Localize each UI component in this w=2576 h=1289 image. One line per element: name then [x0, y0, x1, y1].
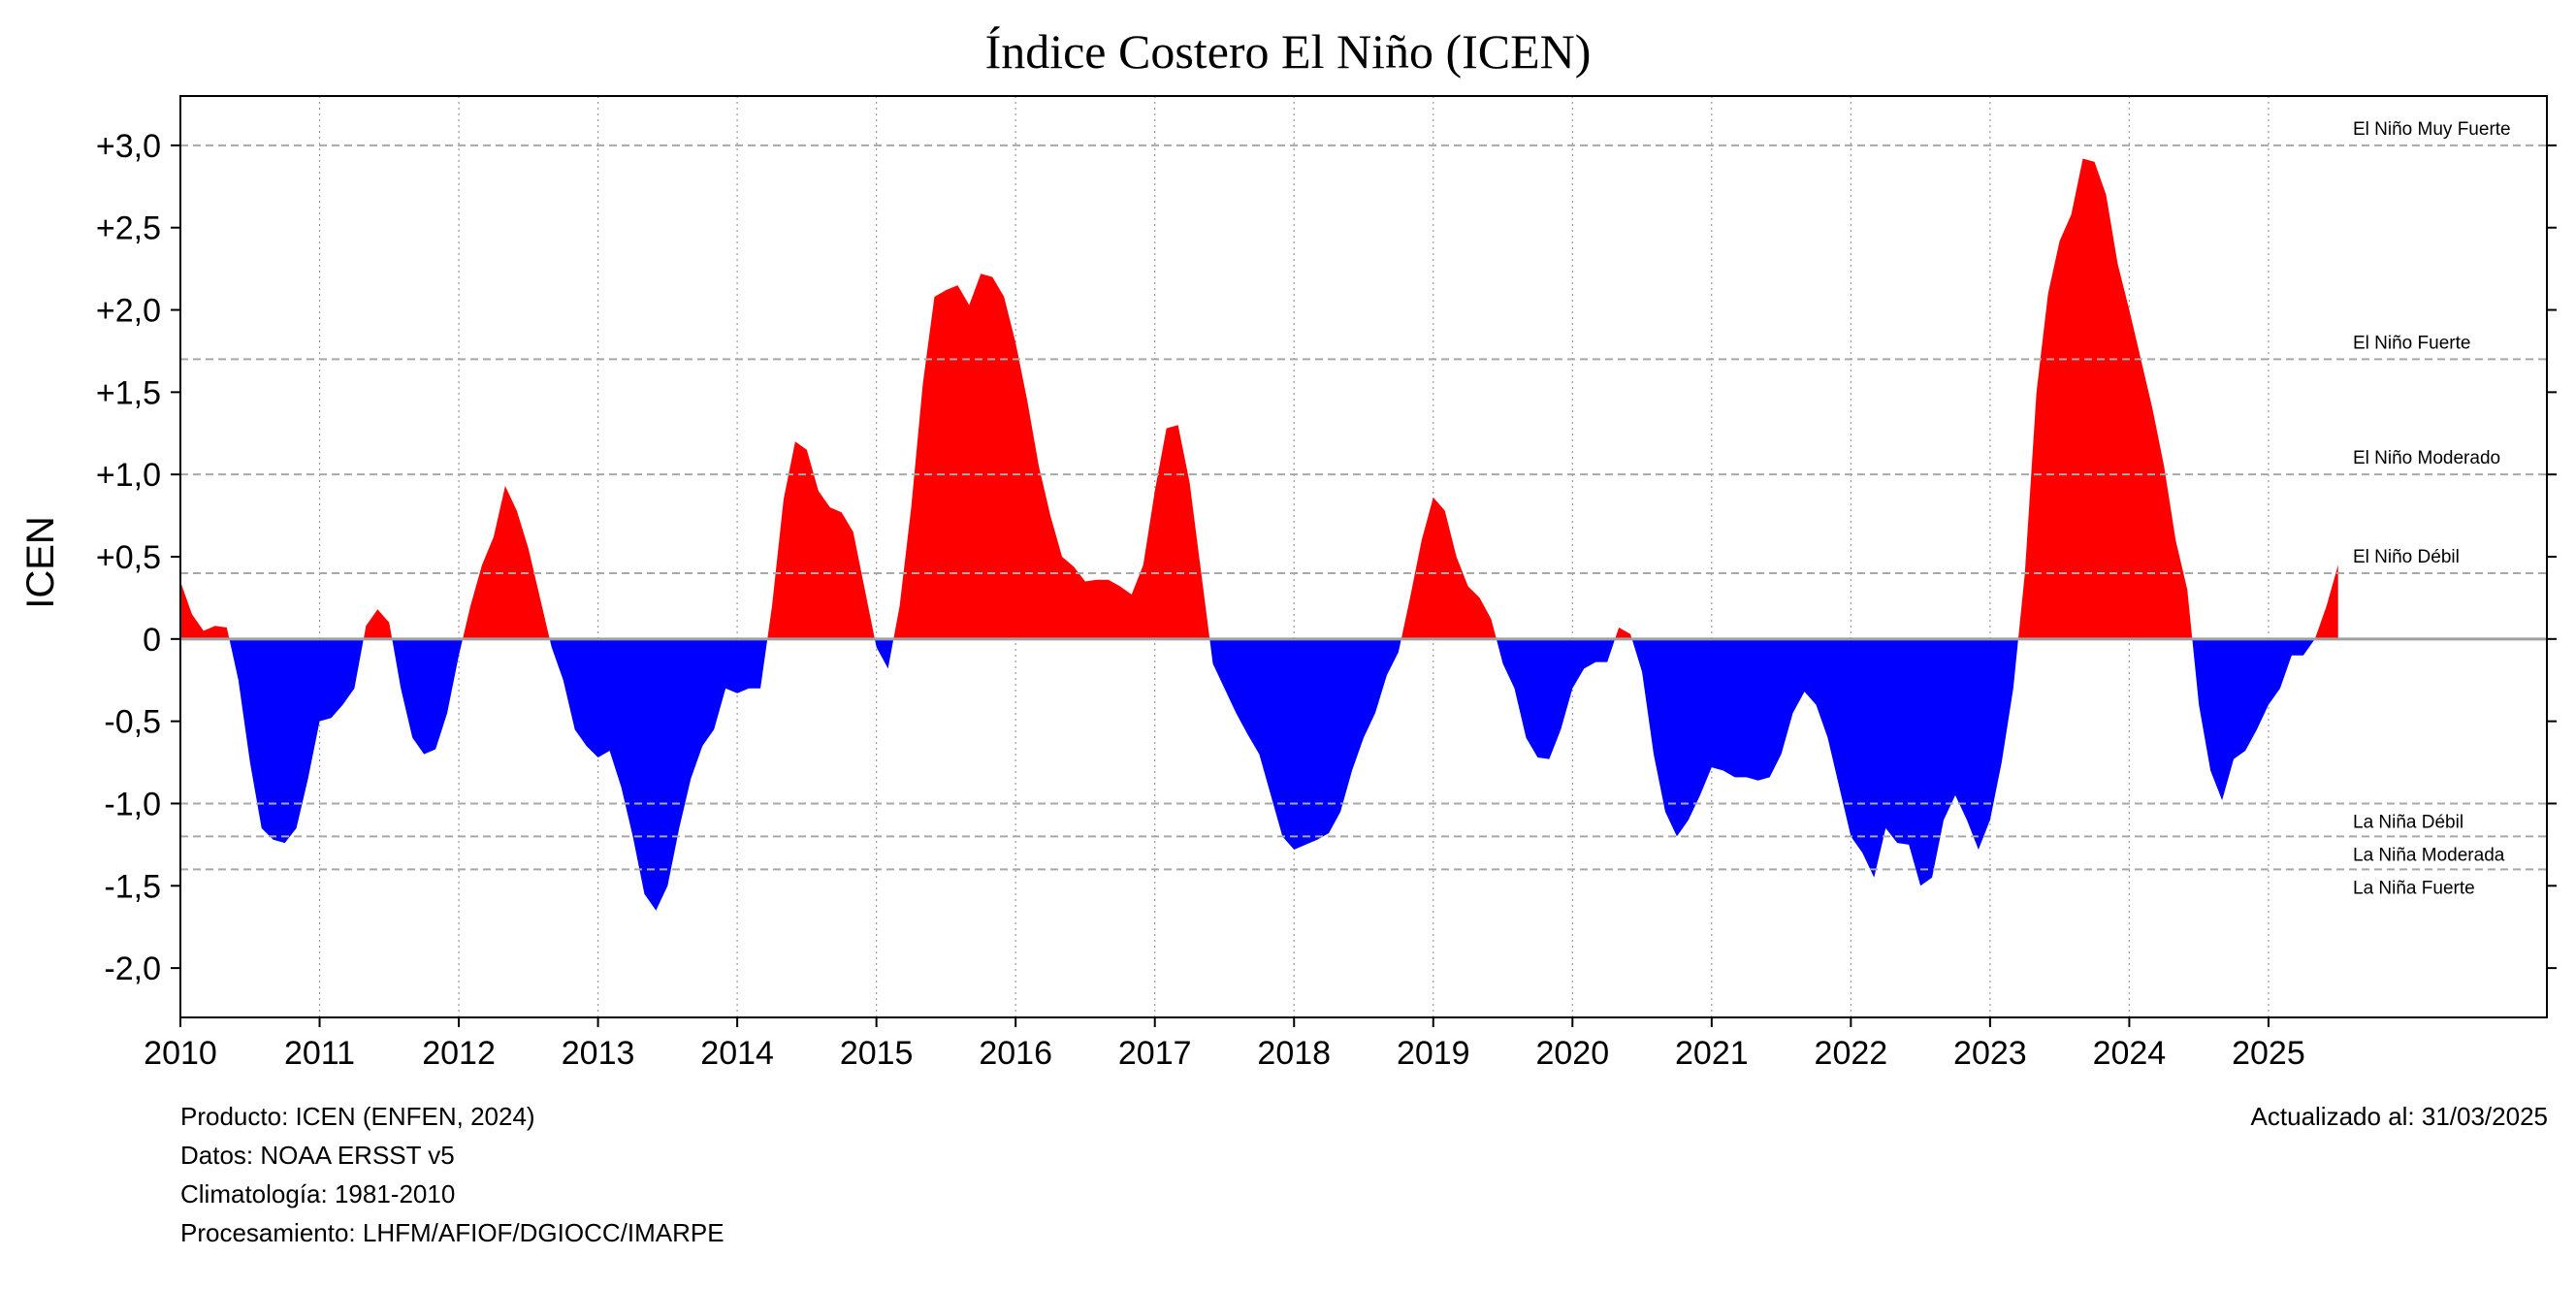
y-tick-label: -0,5: [104, 704, 161, 741]
x-tick-label: 2014: [700, 1035, 774, 1072]
footer-data: Datos: NOAA ERSST v5: [180, 1141, 455, 1170]
grid-lines: [318, 96, 2270, 1017]
axes: 2010 2011 2012 2013 2014 2015 2016 2017 2018 2019…: [96, 128, 2557, 1072]
y-tick-label: -1,5: [104, 868, 161, 905]
x-tick-label: 2015: [840, 1035, 914, 1072]
x-tick-label: 2010: [144, 1035, 217, 1072]
x-tick-label: 2025: [2232, 1035, 2305, 1072]
x-tick-label: 2011: [284, 1035, 355, 1072]
y-tick-label: +1,5: [96, 374, 161, 411]
y-tick-label: +3,0: [96, 128, 161, 165]
y-tick-label: 0: [143, 622, 161, 659]
y-tick-label: +2,0: [96, 293, 161, 330]
x-tick-label: 2012: [422, 1035, 496, 1072]
y-tick-label: +0,5: [96, 539, 161, 576]
y-tick-label: +2,5: [96, 210, 161, 247]
y-axis-label: ICEN: [19, 516, 62, 609]
x-tick-label: 2019: [1397, 1035, 1470, 1072]
y-tick-label: -2,0: [104, 951, 161, 987]
la-nina-negative-area: [180, 638, 2338, 911]
x-tick-label: 2013: [562, 1035, 635, 1072]
threshold-label: El Niño Muy Fuerte: [2353, 119, 2511, 140]
threshold-label: El Niño Fuerte: [2353, 333, 2470, 353]
footer-updated: Actualizado al: 31/03/2025: [2250, 1102, 2548, 1131]
x-tick-label: 2022: [1815, 1035, 1888, 1072]
x-tick-label: 2018: [1257, 1035, 1331, 1072]
footer-climatology: Climatología: 1981-2010: [180, 1179, 456, 1208]
x-tick-label: 2023: [1953, 1035, 2027, 1072]
threshold-label: El Niño Débil: [2353, 547, 2460, 567]
threshold-lines: El Niño Muy Fuerte El Niño Fuerte El Niño …: [180, 119, 2547, 898]
threshold-label: La Niña Moderada: [2353, 845, 2505, 865]
plot-frame: [179, 95, 2548, 1018]
threshold-label: El Niño Moderado: [2353, 448, 2500, 468]
y-tick-label: +1,0: [96, 457, 161, 494]
el-nino-positive-area: [180, 158, 2338, 639]
footer-info: Producto: ICEN (ENFEN, 2024) Datos: NOAA…: [180, 1097, 724, 1252]
footer-processing: Procesamiento: LHFM/AFIOF/DGIOCC/IMARPE: [180, 1218, 724, 1247]
x-tick-label: 2020: [1535, 1035, 1609, 1072]
y-tick-label: -1,0: [104, 786, 161, 822]
footer-product: Producto: ICEN (ENFEN, 2024): [180, 1102, 535, 1131]
x-tick-label: 2017: [1118, 1035, 1192, 1072]
chart-title: Índice Costero El Niño (ICEN): [985, 24, 1592, 79]
x-tick-label: 2021: [1675, 1035, 1749, 1072]
threshold-label: La Niña Fuerte: [2353, 878, 2475, 898]
threshold-label: La Niña Débil: [2353, 812, 2463, 832]
x-tick-label: 2016: [979, 1035, 1052, 1072]
x-tick-label: 2024: [2093, 1035, 2167, 1072]
icen-area: [180, 158, 2338, 911]
